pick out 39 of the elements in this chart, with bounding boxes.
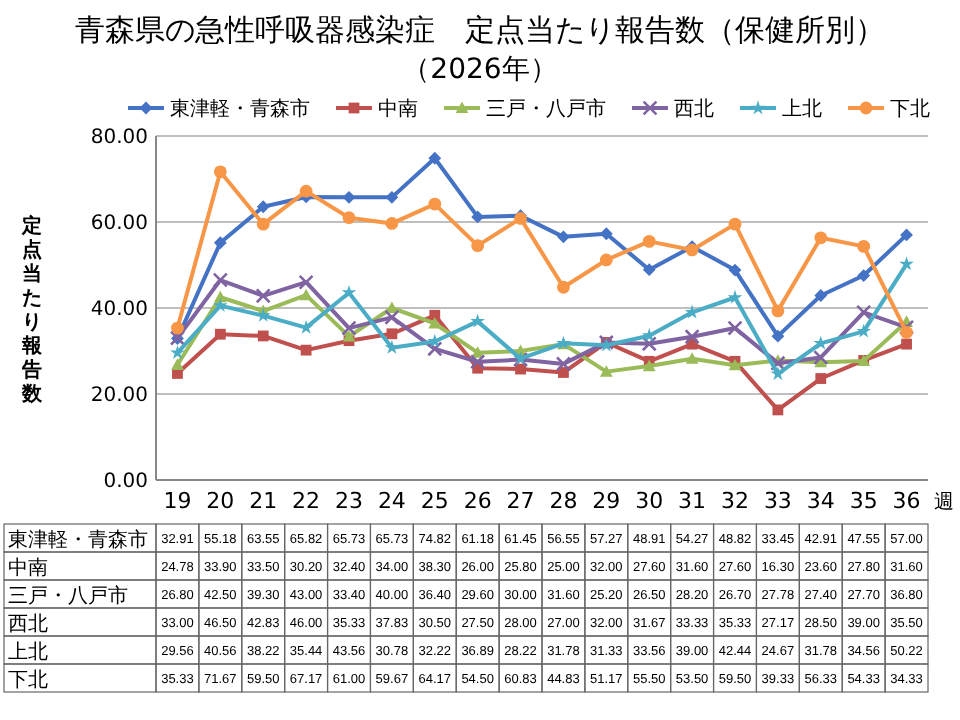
x-tick-label: 31 [678, 488, 707, 514]
text: 中南 [8, 558, 48, 580]
text: 西北 [8, 614, 48, 636]
legend-label: 中南 [378, 97, 418, 121]
legend-label: 上北 [782, 97, 822, 121]
y-axis-title: 定点当たり報告数 [20, 214, 44, 406]
chart-title: 青森県の急性呼吸器感染症 定点当たり報告数（保健所別） [75, 12, 885, 48]
x-tick-label: 19 [163, 488, 192, 514]
x-tick-label: 32 [721, 488, 749, 514]
x-tick-label: 29 [592, 488, 621, 514]
x-tick-label: 33 [763, 488, 792, 514]
y-tick-label: 40.00 [90, 299, 148, 321]
x-tick-label: 23 [335, 488, 363, 514]
x-axis-title: 週 [934, 492, 954, 514]
legend-label: 下北 [890, 97, 930, 121]
y-tick-label: 0.00 [103, 471, 148, 493]
legend-label: 東津軽・青森市 [170, 97, 310, 121]
x-tick-label: 26 [463, 488, 492, 514]
y-tick-label: 60.00 [90, 213, 148, 235]
chart-subtitle: （2026年） [402, 54, 558, 86]
x-tick-label: 30 [635, 488, 664, 514]
text: 東津軽・青森市 [8, 530, 148, 552]
text: 三戸・八戸市 [8, 586, 128, 608]
x-tick-label: 21 [249, 488, 278, 514]
x-tick-label: 36 [892, 488, 921, 514]
x-tick-label: 34 [806, 488, 835, 514]
x-tick-label: 24 [377, 488, 406, 514]
x-tick-label: 35 [849, 488, 878, 514]
x-tick-label: 28 [549, 488, 578, 514]
legend-label: 西北 [674, 97, 714, 121]
x-tick-label: 20 [206, 488, 235, 514]
x-tick-label: 27 [506, 488, 535, 514]
text: 上北 [8, 642, 48, 664]
x-tick-label: 25 [420, 488, 449, 514]
text: 下北 [8, 670, 48, 692]
y-tick-label: 80.00 [90, 127, 148, 149]
y-tick-label: 20.00 [90, 385, 148, 407]
legend-label: 三戸・八戸市 [486, 97, 606, 121]
x-tick-label: 22 [292, 488, 321, 514]
